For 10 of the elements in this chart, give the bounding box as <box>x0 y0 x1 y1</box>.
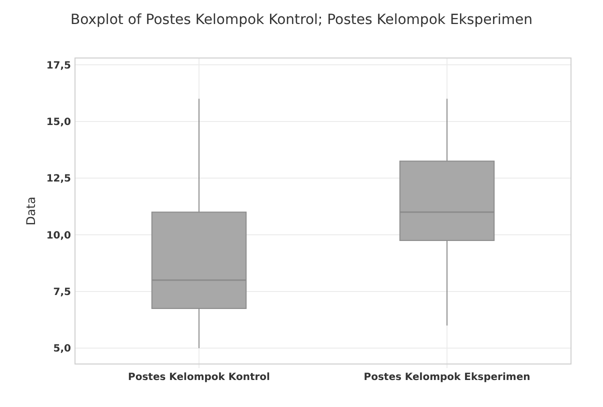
chart-title: Boxplot of Postes Kelompok Kontrol; Postes Kelompok Eksperimen <box>70 12 532 28</box>
y-tick-label: 7,5 <box>53 286 72 298</box>
y-axis-title: Data <box>24 196 38 226</box>
y-tick-label: 5,0 <box>53 344 72 355</box>
y-tick-label: 17,5 <box>46 60 72 72</box>
y-tick-label: 15,0 <box>46 116 72 128</box>
x-tick-label: Postes Kelompok Eksperimen <box>364 372 530 383</box>
y-tick-label: 10,0 <box>46 230 72 242</box>
x-tick-label: Postes Kelompok Kontrol <box>128 372 270 383</box>
y-tick-label: 12,5 <box>46 174 72 185</box>
